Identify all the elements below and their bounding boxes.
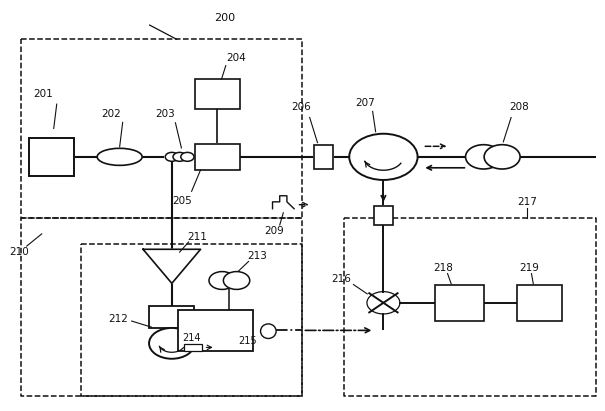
Polygon shape xyxy=(143,249,201,283)
Bar xyxy=(435,284,484,321)
Bar xyxy=(149,307,194,328)
Text: 207: 207 xyxy=(356,98,375,109)
Text: 217: 217 xyxy=(517,197,537,207)
Text: 205: 205 xyxy=(173,196,192,206)
Bar xyxy=(517,284,562,321)
Ellipse shape xyxy=(261,324,276,339)
Text: 218: 218 xyxy=(433,263,453,273)
Text: 209: 209 xyxy=(264,226,284,236)
Circle shape xyxy=(484,145,520,169)
Text: 213: 213 xyxy=(247,251,267,261)
Bar xyxy=(178,310,253,351)
Text: 203: 203 xyxy=(155,109,174,119)
Circle shape xyxy=(349,134,417,180)
Bar xyxy=(185,344,203,351)
Text: 206: 206 xyxy=(291,102,310,112)
Bar xyxy=(195,144,240,170)
Text: 216: 216 xyxy=(332,274,352,284)
Circle shape xyxy=(165,152,178,161)
Bar xyxy=(195,79,240,109)
Text: 214: 214 xyxy=(182,333,201,344)
Text: 219: 219 xyxy=(519,263,539,273)
Circle shape xyxy=(181,152,194,161)
Text: 210: 210 xyxy=(10,247,30,257)
Text: 200: 200 xyxy=(214,13,235,23)
Circle shape xyxy=(209,272,235,289)
Circle shape xyxy=(149,328,195,359)
Circle shape xyxy=(173,152,186,161)
Text: 215: 215 xyxy=(238,336,257,346)
Text: 212: 212 xyxy=(108,314,128,324)
Bar xyxy=(374,206,393,225)
Text: 201: 201 xyxy=(33,89,53,99)
Text: 211: 211 xyxy=(188,232,208,242)
Bar xyxy=(30,138,74,176)
Text: 208: 208 xyxy=(509,102,529,112)
Circle shape xyxy=(466,145,502,169)
Text: 204: 204 xyxy=(227,53,246,62)
Bar xyxy=(313,145,333,169)
Text: 202: 202 xyxy=(101,109,120,119)
Circle shape xyxy=(223,272,250,289)
Ellipse shape xyxy=(97,148,142,165)
